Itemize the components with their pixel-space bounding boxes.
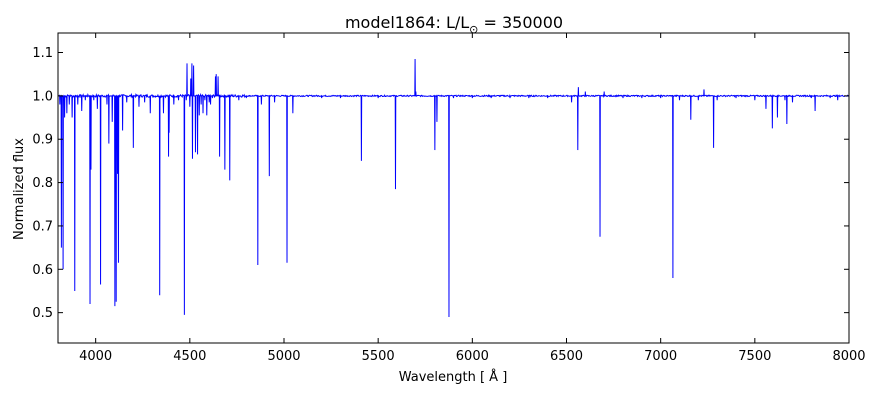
x-axis-label: Wavelength [ Å ] xyxy=(399,369,508,385)
y-tick-label: 1.1 xyxy=(32,46,53,61)
x-tick-label: 5000 xyxy=(267,349,300,364)
x-axis: 4000 4500 5000 5500 6000 6500 7000 7500 8000 xyxy=(79,33,866,364)
chart-title-value: = 350000 xyxy=(478,13,563,32)
plot-frame xyxy=(57,32,850,344)
x-tick-label: 6000 xyxy=(456,349,489,364)
y-axis-label: Normalized flux xyxy=(12,138,27,240)
x-tick-label: 4500 xyxy=(173,349,206,364)
plot-area xyxy=(57,32,850,344)
x-tick-label: 5500 xyxy=(362,349,395,364)
x-tick-label: 7000 xyxy=(644,349,677,364)
y-axis: 0.5 0.6 0.7 0.8 0.9 1.0 1.1 xyxy=(32,46,849,321)
x-tick-label: 7500 xyxy=(738,349,771,364)
y-tick-label: 0.8 xyxy=(32,176,53,191)
y-tick-label: 0.6 xyxy=(32,263,53,278)
x-tick-label: 8000 xyxy=(832,349,865,364)
chart-title-main: model1864: L/L xyxy=(345,13,469,32)
y-tick-label: 0.7 xyxy=(32,219,53,234)
spectrum-line xyxy=(58,59,849,317)
x-tick-label: 6500 xyxy=(550,349,583,364)
y-tick-label: 0.9 xyxy=(32,133,53,148)
chart-title-subscript: ⊙ xyxy=(469,23,478,36)
y-tick-label: 0.5 xyxy=(32,306,53,321)
chart-title: model1864: L/L⊙ = 350000 xyxy=(345,13,563,36)
y-tick-label: 1.0 xyxy=(32,89,53,104)
x-tick-label: 4000 xyxy=(79,349,112,364)
